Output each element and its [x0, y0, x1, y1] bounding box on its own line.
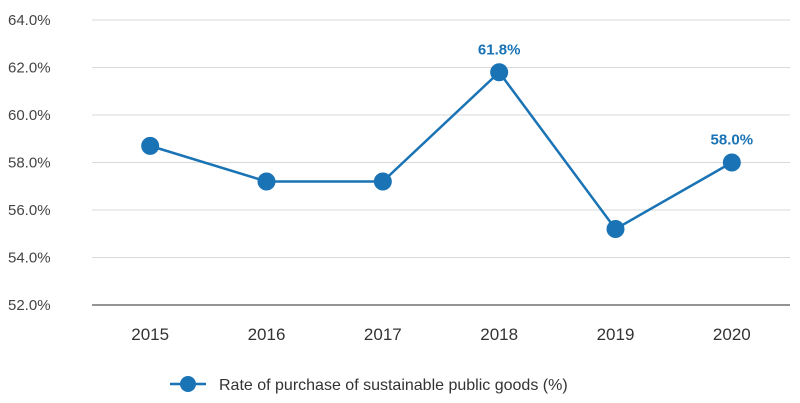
y-tick-label: 52.0% — [8, 297, 51, 314]
data-point — [373, 172, 392, 191]
y-tick-label: 58.0% — [8, 155, 51, 172]
x-axis-ticks: 2015 2016 2017 2018 2019 2020 — [131, 325, 750, 344]
data-point — [141, 136, 160, 155]
legend-entry: Rate of purchase of sustainable public g… — [219, 377, 568, 394]
x-tick-label: 2015 — [131, 325, 169, 344]
y-tick-label: 64.0% — [8, 12, 51, 29]
x-tick-label: 2017 — [364, 325, 402, 344]
y-tick-label: 60.0% — [8, 107, 51, 124]
data-point — [257, 172, 276, 191]
data-point — [722, 153, 741, 172]
x-tick-label: 2016 — [248, 325, 286, 344]
data-label: 61.8% — [478, 41, 521, 58]
legend: Rate of purchase of sustainable public g… — [170, 376, 568, 394]
y-tick-label: 62.0% — [8, 60, 51, 77]
x-tick-label: 2019 — [597, 325, 635, 344]
data-points — [141, 63, 741, 238]
data-labels: 61.8% 58.0% — [478, 41, 753, 148]
y-axis-ticks: 52.0% 54.0% 56.0% 58.0% 60.0% 62.0% 64.0% — [8, 12, 51, 314]
data-label: 58.0% — [711, 132, 754, 149]
y-tick-label: 56.0% — [8, 202, 51, 219]
x-tick-label: 2018 — [480, 325, 518, 344]
y-tick-label: 54.0% — [8, 250, 51, 267]
x-tick-label: 2020 — [713, 325, 751, 344]
data-point — [490, 63, 509, 82]
series-line — [149, 70, 733, 231]
legend-marker-icon — [180, 376, 196, 392]
data-point — [606, 220, 625, 238]
gridlines — [92, 19, 790, 258]
